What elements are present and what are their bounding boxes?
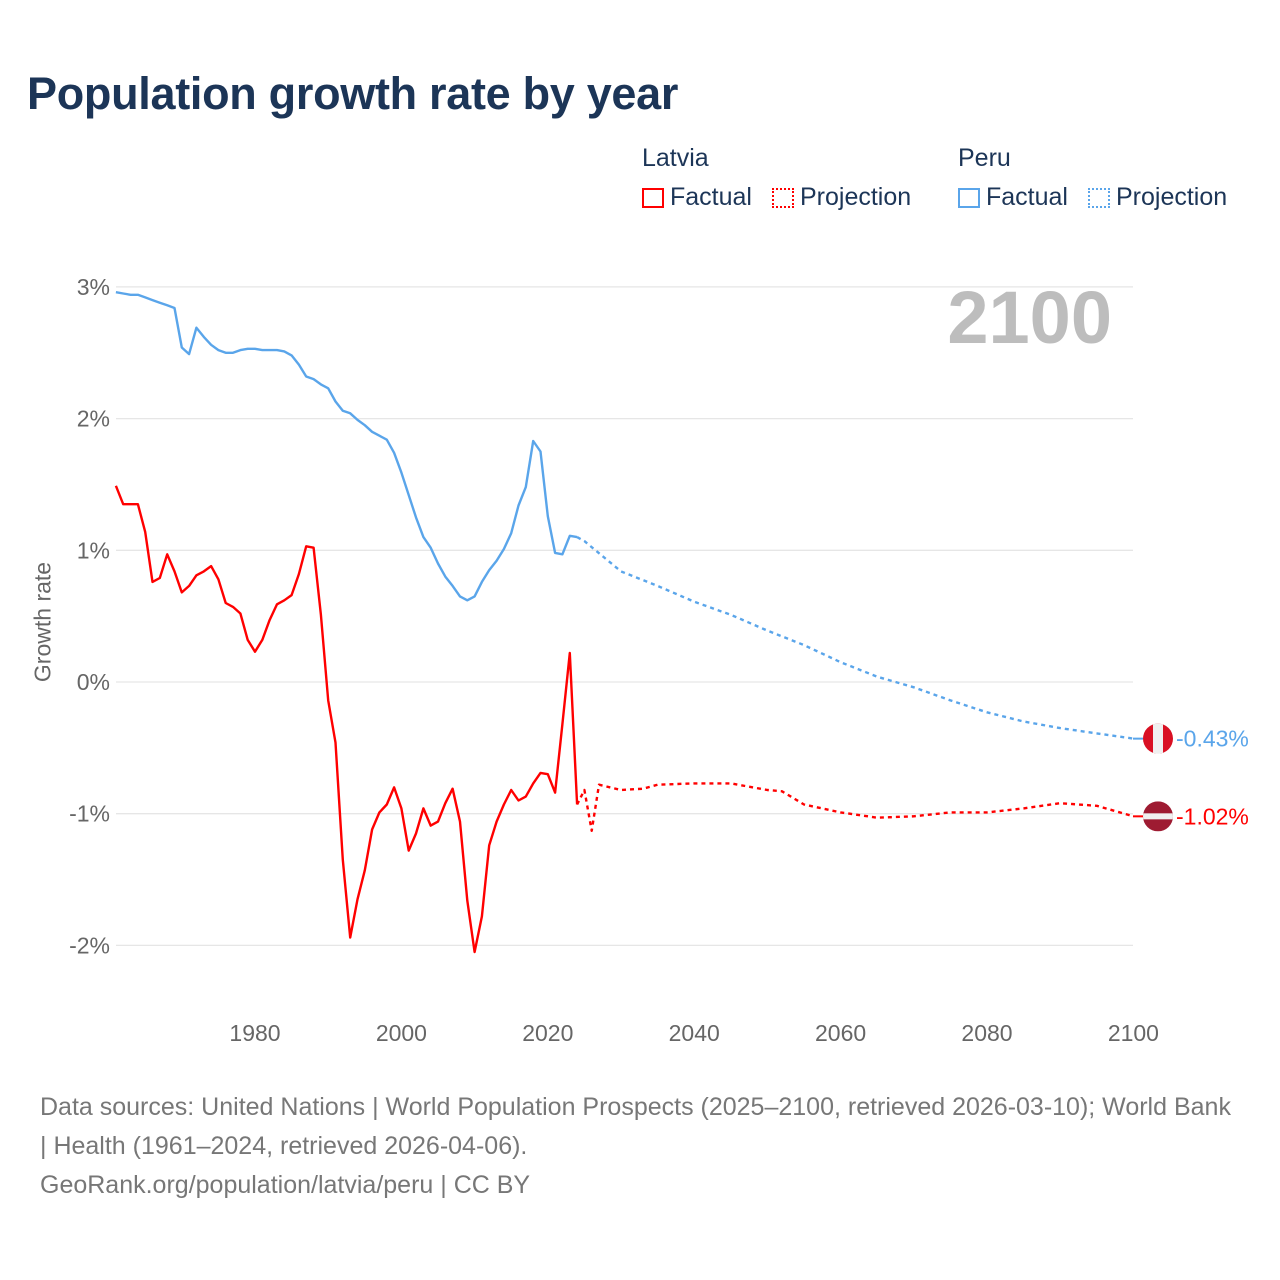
legend-group-label: Peru [958,144,1011,172]
current-year-label: 2100 [947,276,1112,359]
legend-peru-factual[interactable]: Factual [958,183,1068,212]
legend-label: Projection [799,183,912,211]
legend-latvia-factual[interactable]: Factual [642,183,752,212]
y-axis-title: Growth rate [29,561,56,683]
x-tick-label: 2060 [815,1020,866,1046]
credit-link[interactable]: GeoRank.org/population/latvia/peru | CC … [40,1171,531,1199]
latvia-flag-icon [1143,801,1173,832]
legend-label: Projection [1115,183,1228,211]
chart-title: Population growth rate by year [27,68,679,119]
legend-latvia: Latvia Factual Projection [642,144,925,212]
solid-swatch-icon [958,187,980,208]
legend-label: Factual [986,183,1068,211]
peru-end-value: -0.43% [1176,726,1249,752]
x-tick-label: 1980 [229,1020,280,1046]
x-tick-label: 2100 [1108,1020,1159,1046]
y-tick-label: -2% [69,932,110,958]
series-line-peru-projection [576,536,1134,740]
solid-swatch-icon [642,187,664,208]
latvia-end-value: -1.02% [1176,803,1249,829]
data-sources: Data sources: United Nations | World Pop… [40,1093,1231,1160]
x-tick-label: 2000 [376,1020,427,1046]
series-line-latvia-projection [576,782,1134,832]
peru-flag-icon [1143,723,1173,754]
dotted-swatch-icon [771,187,794,208]
legend-group-label: Latvia [642,144,709,172]
y-tick-label: -1% [69,801,110,827]
legend-peru-projection[interactable]: Projection [1087,183,1228,212]
y-tick-label: 2% [77,406,110,432]
y-tick-label: 1% [77,537,110,563]
footer: Data sources: United Nations | World Pop… [40,1088,1240,1205]
x-tick-label: 2040 [669,1020,720,1046]
legend-peru: Peru Factual Projection [958,144,1241,212]
y-tick-label: 0% [77,669,110,695]
x-tick-label: 2080 [961,1020,1012,1046]
x-tick-label: 2020 [522,1020,573,1046]
series-line-peru-factual [115,291,578,602]
y-tick-label: 3% [77,274,110,300]
legend-label: Factual [670,183,752,211]
dotted-swatch-icon [1087,187,1110,208]
legend-latvia-projection[interactable]: Projection [771,183,912,212]
series-line-latvia-factual [114,485,579,954]
